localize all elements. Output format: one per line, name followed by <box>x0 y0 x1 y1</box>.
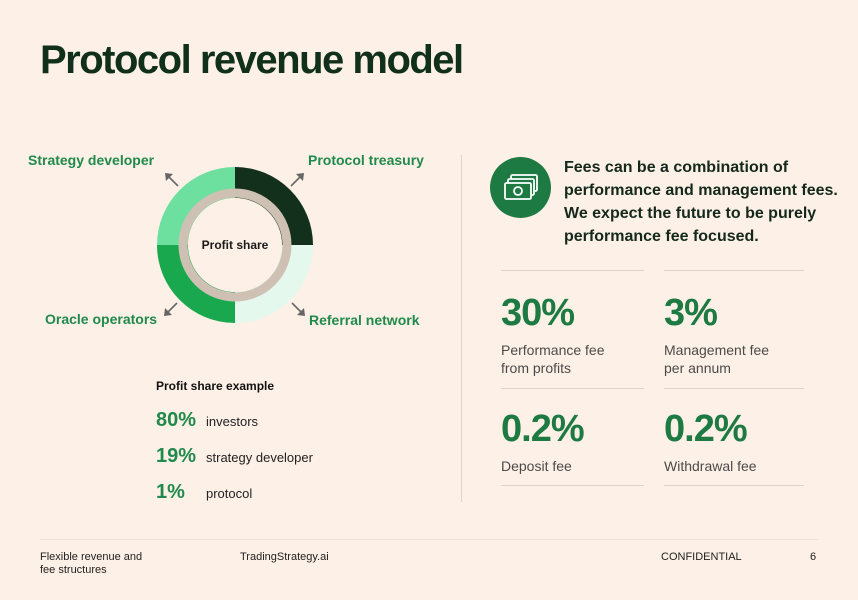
example-pct: 80% <box>156 409 197 431</box>
example-label: strategy developer <box>206 450 313 465</box>
donut-center <box>188 198 282 292</box>
donut-inner-ring <box>178 188 292 302</box>
example-row: 80% investors <box>156 409 258 432</box>
stat-value: 0.2% <box>664 408 748 450</box>
example-pct: 1% <box>156 481 185 503</box>
arrow-down-right-icon <box>291 302 305 316</box>
stat-divider <box>501 485 644 486</box>
arrow-up-right-icon <box>290 173 304 187</box>
page-title: Protocol revenue model <box>40 38 464 82</box>
example-label: investors <box>206 414 259 429</box>
label-strategy-developer: Strategy developer <box>28 152 155 168</box>
footer-divider <box>40 539 818 540</box>
donut-center-label: Profit share <box>201 238 269 252</box>
arrow-down-left-icon <box>164 302 178 316</box>
example-row: 19% strategy developer <box>156 445 313 468</box>
stat-divider <box>664 270 804 271</box>
footer-confidential: CONFIDENTIAL <box>661 551 742 563</box>
stat-value: 0.2% <box>501 408 585 450</box>
page-number: 6 <box>810 551 817 563</box>
stat-divider <box>501 388 644 389</box>
arrow-up-left-icon <box>165 173 179 187</box>
stat-performance-fee: 30% Performance fee from profits <box>501 293 642 377</box>
profit-share-donut: Profit share <box>150 160 320 330</box>
donut-svg <box>157 167 313 323</box>
label-protocol-treasury: Protocol treasury <box>308 152 424 168</box>
example-label: protocol <box>206 486 253 501</box>
stat-management-fee: 3% Management fee per annum <box>664 293 805 377</box>
stat-deposit-fee: 0.2% Deposit fee <box>501 409 642 475</box>
stat-divider <box>664 388 804 389</box>
stat-label: Management fee per annum <box>664 342 770 376</box>
fee-statement: Fees can be a combination of performance… <box>564 159 838 245</box>
label-referral-network: Referral network <box>309 312 420 328</box>
stat-label: Deposit fee <box>501 458 572 474</box>
stat-value: 3% <box>664 292 718 334</box>
vertical-divider <box>461 155 462 502</box>
stat-withdrawal-fee: 0.2% Withdrawal fee <box>664 409 805 475</box>
stat-label: Performance fee from profits <box>501 342 605 376</box>
example-row: 1% protocol <box>156 481 252 504</box>
label-oracle-operators: Oracle operators <box>45 311 158 327</box>
stat-value: 30% <box>501 292 575 334</box>
footer-section-title: Flexible revenue and fee structures <box>40 551 143 576</box>
banknotes-icon <box>490 157 551 218</box>
stat-divider <box>664 485 804 486</box>
stat-divider <box>501 270 644 271</box>
example-pct: 19% <box>156 445 197 467</box>
stat-label: Withdrawal fee <box>664 458 757 474</box>
profit-share-example-title: Profit share example <box>156 379 275 393</box>
footer-brand: TradingStrategy.ai <box>240 551 329 563</box>
